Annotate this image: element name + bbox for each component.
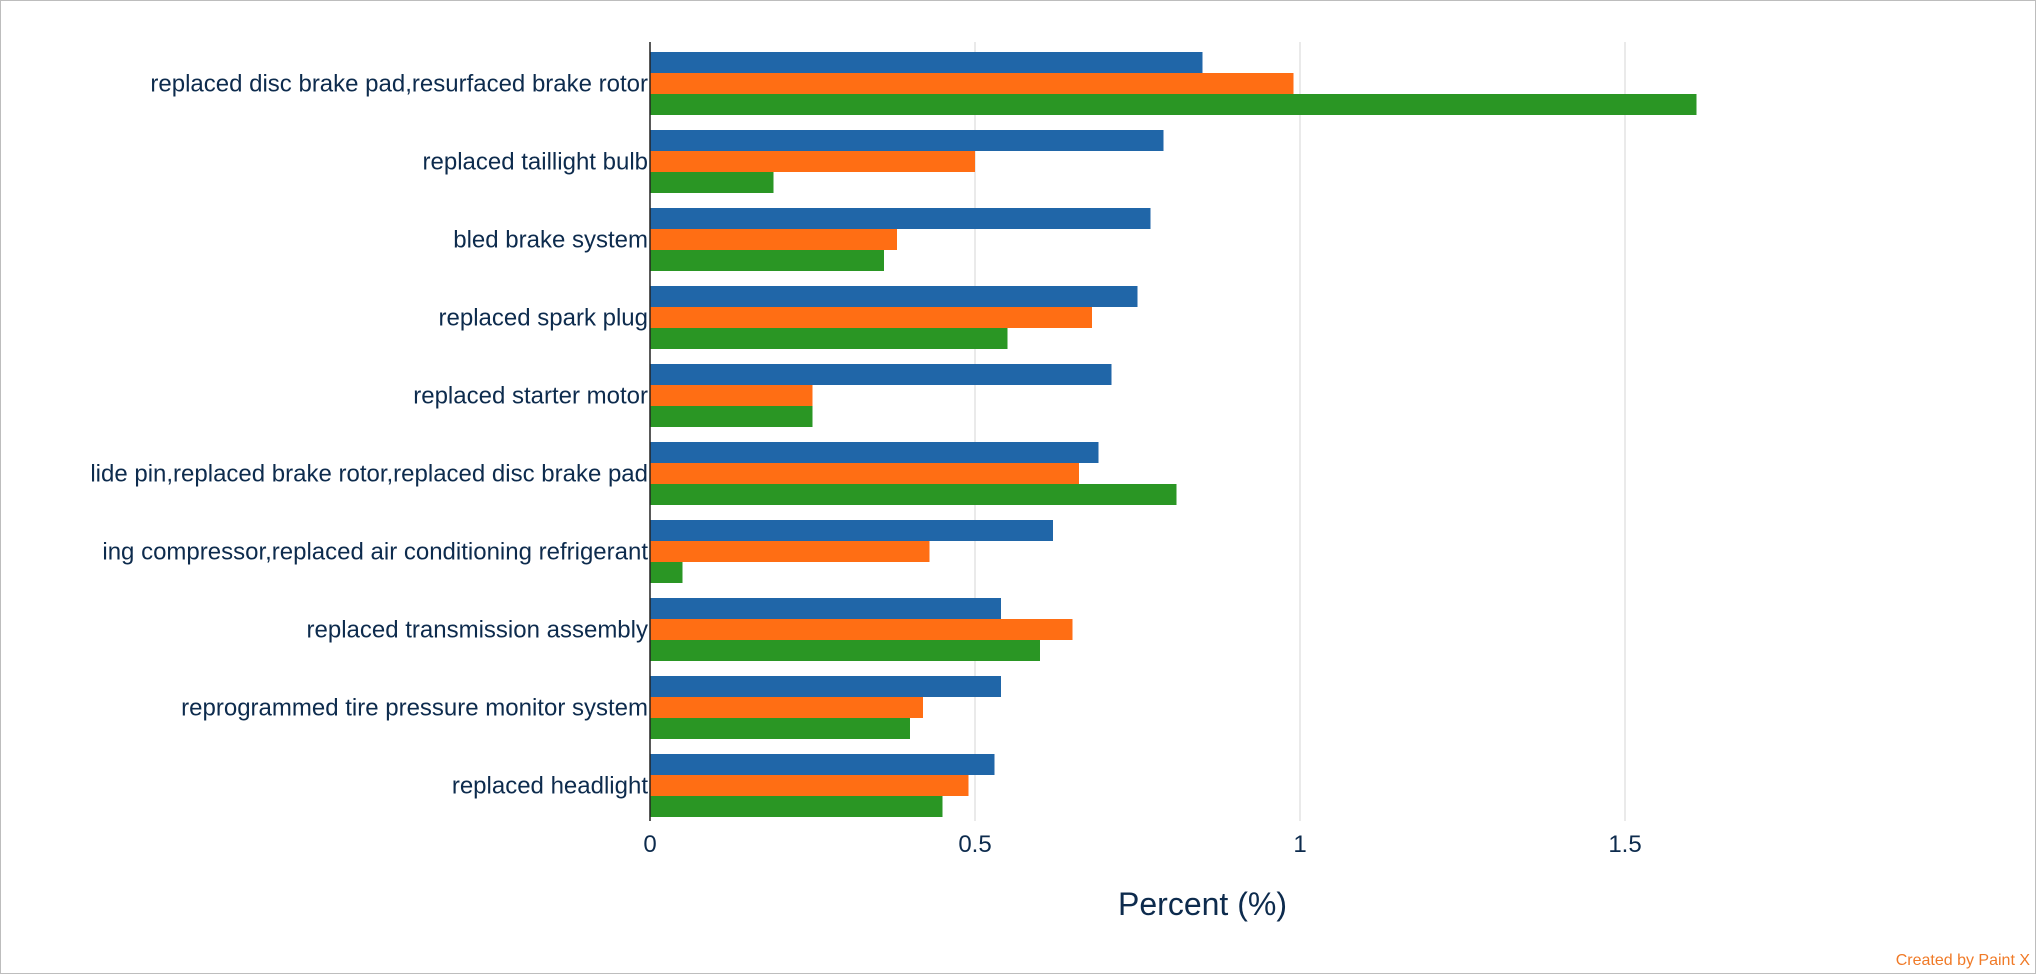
bar [650, 775, 969, 796]
bar [650, 796, 943, 817]
category-label: replaced starter motor [413, 383, 648, 410]
bar [650, 718, 910, 739]
bar [650, 130, 1164, 151]
bar [650, 229, 897, 250]
bar [650, 52, 1203, 73]
bar [650, 484, 1177, 505]
category-label: reprogrammed tire pressure monitor syste… [181, 695, 648, 722]
bar [650, 640, 1040, 661]
category-label: bled brake system [453, 227, 648, 254]
bar [650, 286, 1138, 307]
bar [650, 172, 774, 193]
x-tick-label: 1 [1293, 831, 1306, 858]
category-labels: replaced disc brake pad,resurfaced brake… [90, 71, 648, 800]
category-label: replaced headlight [452, 773, 648, 800]
credit-text: Created by Paint X [1895, 952, 2030, 969]
bar [650, 208, 1151, 229]
bar [650, 406, 813, 427]
grid-lines [974, 42, 1626, 821]
x-tick-label: 1.5 [1608, 831, 1641, 858]
category-label: replaced spark plug [439, 305, 648, 332]
bar [650, 676, 1001, 697]
bar [650, 385, 813, 406]
bar [650, 463, 1079, 484]
bar [650, 328, 1008, 349]
x-tick-label: 0 [643, 831, 656, 858]
category-label: replaced taillight bulb [423, 149, 648, 176]
bar-group [650, 52, 1697, 817]
bar [650, 541, 930, 562]
bar [650, 754, 995, 775]
category-label: lide pin,replaced brake rotor,replaced d… [90, 461, 648, 488]
bar [650, 598, 1001, 619]
bar [650, 619, 1073, 640]
bar [650, 562, 683, 583]
bar [650, 697, 923, 718]
bar [650, 307, 1092, 328]
bar [650, 94, 1697, 115]
bar [650, 151, 975, 172]
bar [650, 364, 1112, 385]
category-label: replaced disc brake pad,resurfaced brake… [150, 71, 648, 98]
x-tick-labels: 0 0.5 1 1.5 [643, 831, 1641, 858]
category-label: replaced transmission assembly [307, 617, 648, 644]
bar [650, 520, 1053, 541]
x-tick-label: 0.5 [958, 831, 991, 858]
bar [650, 73, 1294, 94]
bar [650, 250, 884, 271]
category-label: ing compressor,replaced air conditioning… [102, 539, 648, 566]
x-axis-title: Percent (%) [1118, 886, 1287, 922]
bar [650, 442, 1099, 463]
